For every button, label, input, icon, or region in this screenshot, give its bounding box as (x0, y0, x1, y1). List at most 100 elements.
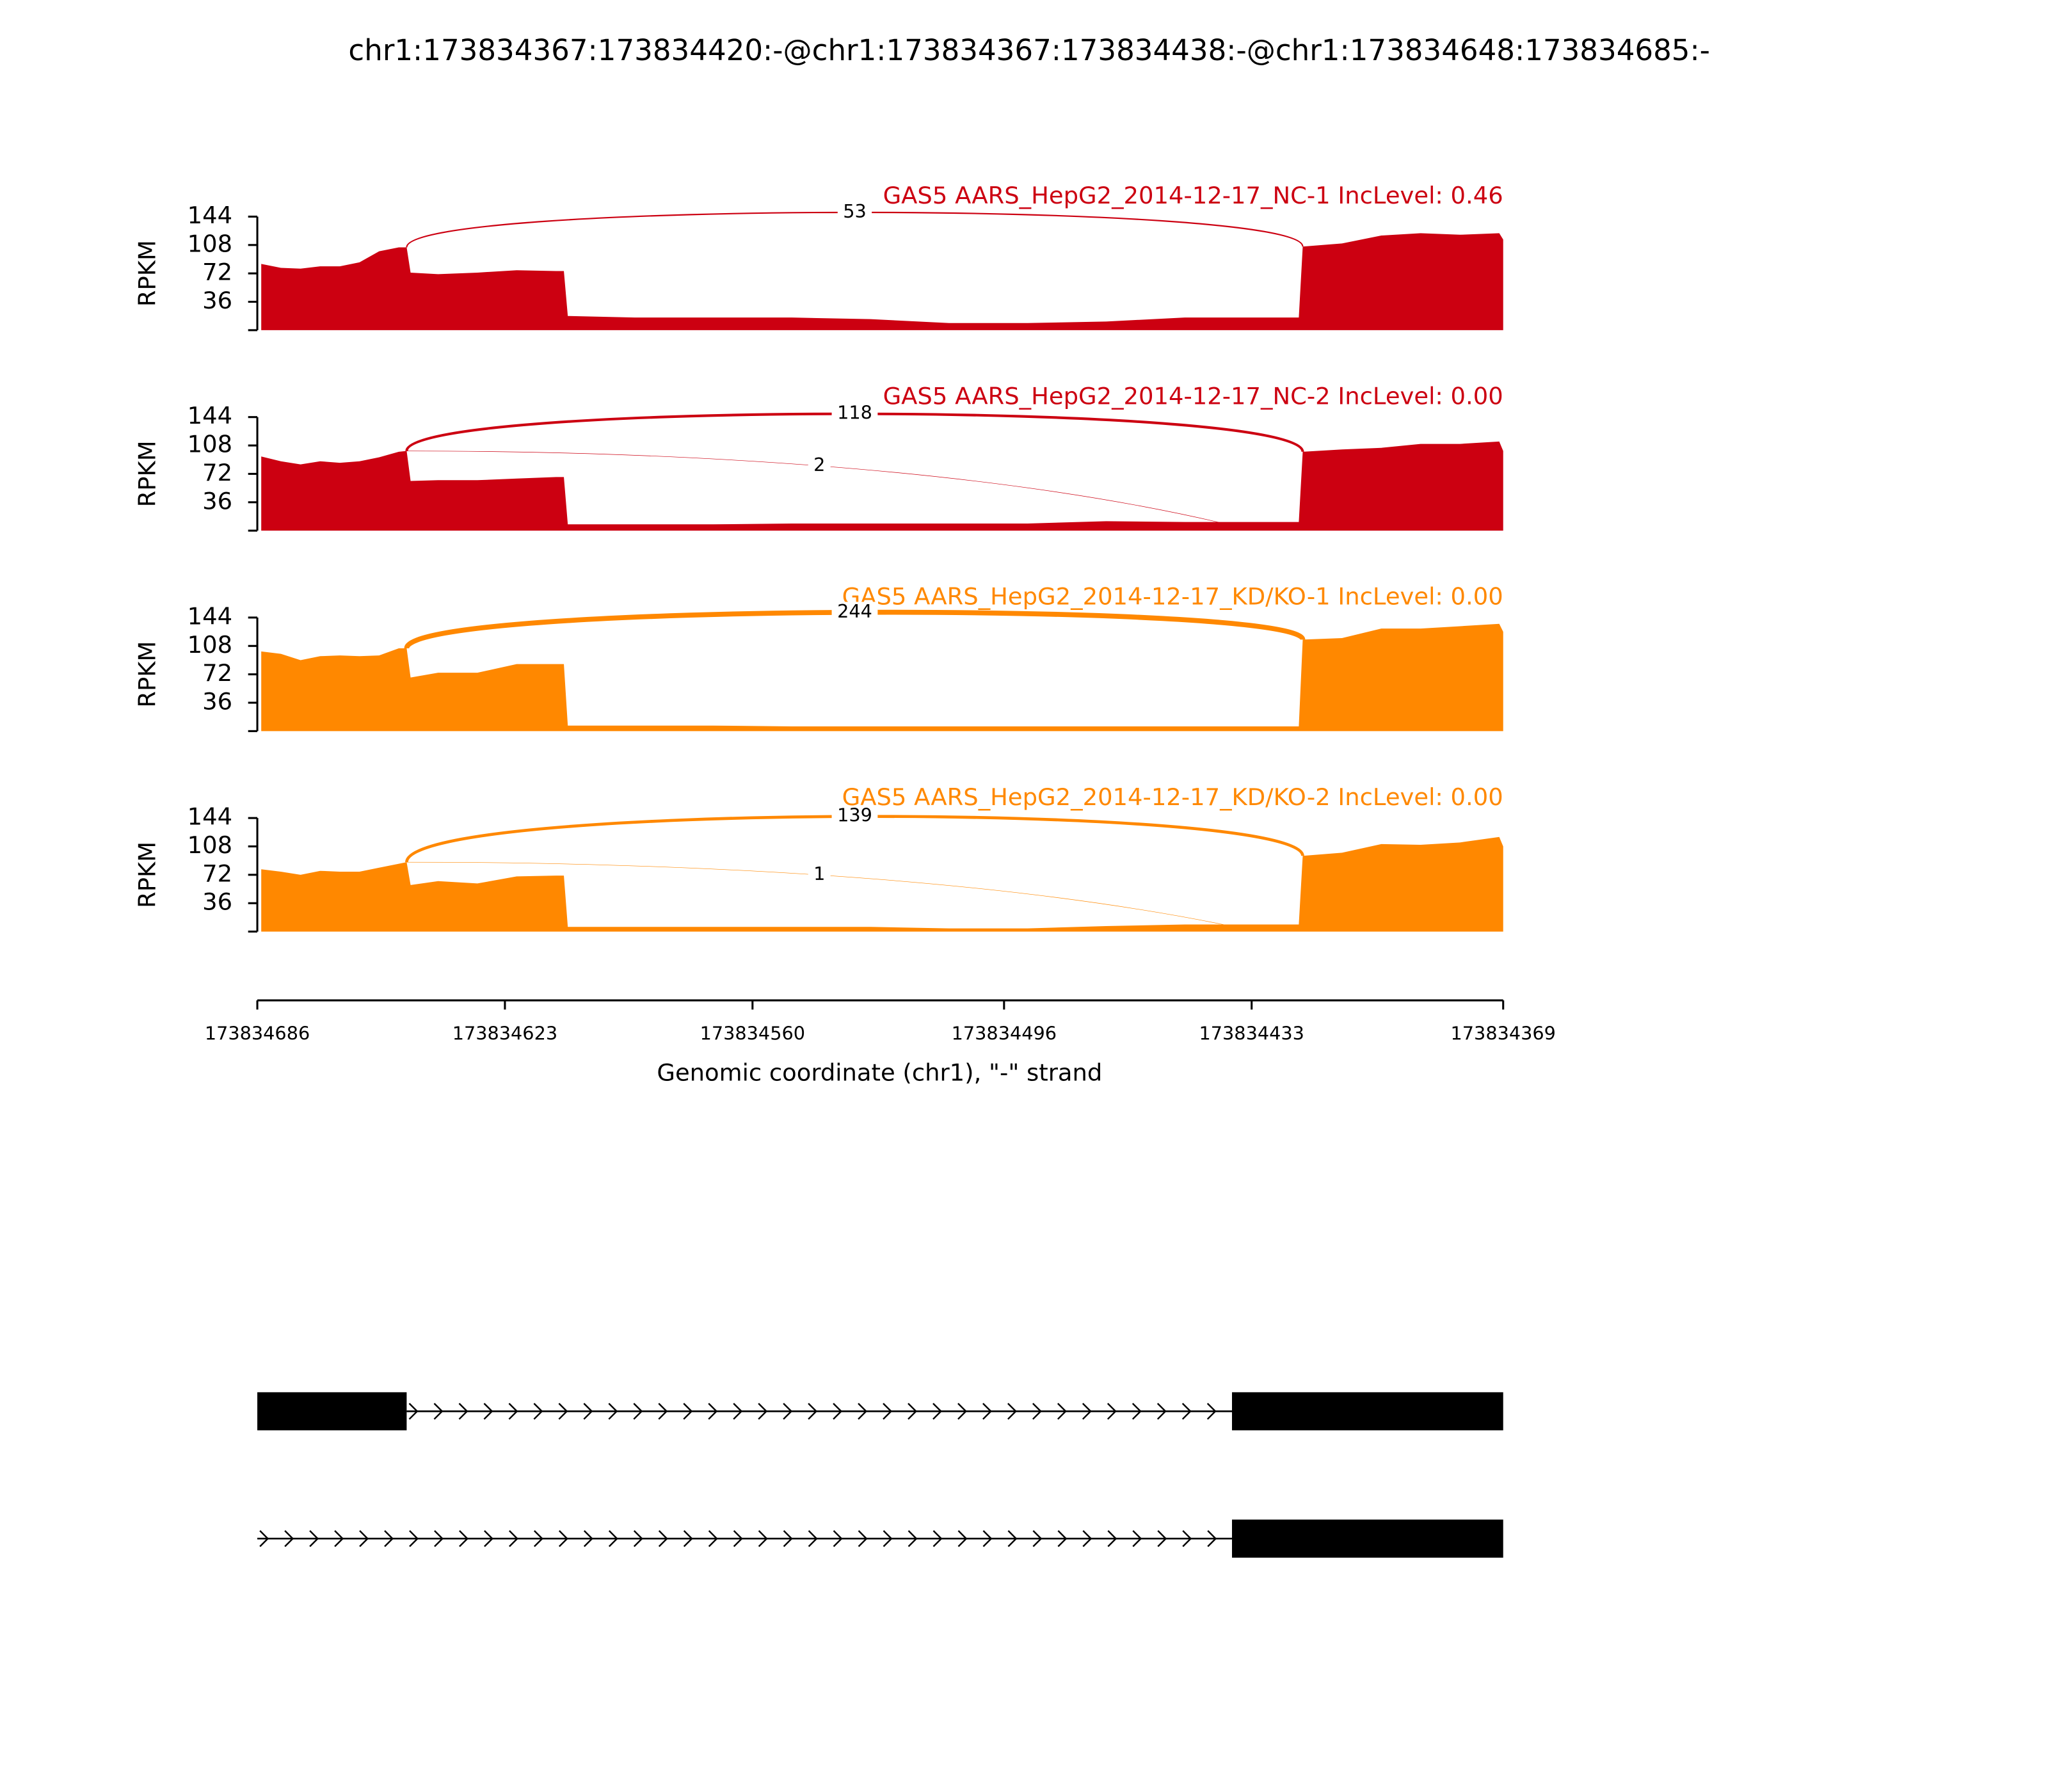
x-tick-label: 173834369 (1451, 1022, 1556, 1044)
intron-chevron (1107, 1530, 1117, 1548)
y-tick-label: 36 (202, 688, 232, 716)
y-tick-label: 72 (202, 860, 232, 887)
panel-label: GAS5 AARS_HepG2_2014-12-17_KD/KO-1 IncLe… (842, 583, 1503, 611)
junction-label-box (831, 403, 878, 425)
intron-chevron (683, 1530, 693, 1548)
junction-label-box (831, 806, 878, 828)
intron-chevron (458, 1402, 468, 1420)
x-tick-label: 173834433 (1199, 1022, 1304, 1044)
intron-chevron (309, 1530, 319, 1548)
intron-chevron (783, 1530, 793, 1548)
intron-chevron (583, 1402, 593, 1420)
intron-chevron (1007, 1402, 1017, 1420)
panel-label: GAS5 AARS_HepG2_2014-12-17_KD/KO-2 IncLe… (842, 783, 1503, 811)
y-tick-label: 108 (188, 431, 232, 458)
x-tick-label: 173834623 (452, 1022, 557, 1044)
intron-chevron (1057, 1530, 1068, 1548)
y-tick-label: 144 (188, 602, 232, 630)
intron-chevron (982, 1402, 992, 1420)
y-tick-label: 72 (202, 259, 232, 286)
y-axis-label: RPKM (133, 842, 161, 908)
intron-chevron (408, 1402, 419, 1420)
intron-chevron (1157, 1530, 1167, 1548)
intron-chevron (359, 1530, 369, 1548)
intron-chevron (957, 1402, 967, 1420)
intron-chevron (534, 1530, 543, 1548)
y-axis-label: RPKM (133, 440, 161, 507)
intron-chevron (633, 1402, 643, 1420)
coverage-area (261, 441, 1503, 531)
intron-chevron (1057, 1402, 1067, 1420)
intron-chevron (932, 1402, 943, 1420)
intron-chevron (608, 1530, 618, 1548)
intron-chevron (1132, 1402, 1142, 1420)
y-tick-label: 108 (188, 631, 232, 659)
intron-chevron (858, 1530, 868, 1548)
panel-label: GAS5 AARS_HepG2_2014-12-17_NC-1 IncLevel… (883, 182, 1503, 209)
intron-chevron (433, 1402, 444, 1420)
coverage-area (261, 233, 1503, 330)
intron-chevron (1207, 1530, 1217, 1548)
coverage-area (261, 623, 1503, 732)
junction-label-box (808, 864, 831, 886)
junction-label: 53 (843, 200, 867, 222)
intron-chevron (708, 1530, 718, 1548)
panel-label: GAS5 AARS_HepG2_2014-12-17_NC-2 IncLevel… (883, 382, 1503, 410)
intron-chevron (459, 1530, 468, 1548)
x-tick-label: 173834496 (952, 1022, 1057, 1044)
intron-chevron (833, 1530, 843, 1548)
intron-chevron (558, 1402, 568, 1420)
intron-chevron (558, 1530, 568, 1548)
intron-chevron (583, 1530, 593, 1548)
intron-chevron (633, 1530, 643, 1548)
intron-chevron (483, 1402, 493, 1420)
intron-chevron (1032, 1402, 1042, 1420)
x-tick-label: 173834560 (700, 1022, 805, 1044)
intron-chevron (259, 1530, 269, 1548)
y-tick-label: 36 (202, 487, 232, 515)
intron-chevron (708, 1402, 718, 1420)
intron-chevron (1181, 1402, 1192, 1420)
intron-chevron (284, 1530, 294, 1548)
intron-chevron (334, 1530, 344, 1548)
y-tick-label: 108 (188, 831, 232, 859)
intron-chevron (1206, 1402, 1217, 1420)
intron-chevron (1107, 1402, 1117, 1420)
intron-chevron (533, 1402, 543, 1420)
intron-chevron (384, 1530, 394, 1548)
y-tick-label: 144 (188, 803, 232, 831)
intron-chevron (508, 1402, 518, 1420)
intron-chevron (658, 1530, 668, 1548)
intron-chevron (484, 1530, 493, 1548)
intron-chevron (1082, 1530, 1092, 1548)
intron-chevron (883, 1530, 893, 1548)
intron-chevron (808, 1402, 818, 1420)
intron-chevron (883, 1402, 893, 1420)
intron-chevron (833, 1402, 843, 1420)
exon (1231, 1392, 1503, 1430)
y-tick-label: 108 (188, 230, 232, 257)
intron-chevron (957, 1530, 968, 1548)
intron-chevron (1156, 1402, 1167, 1420)
intron-chevron (683, 1402, 693, 1420)
y-tick-label: 72 (202, 659, 232, 687)
y-tick-label: 72 (202, 459, 232, 486)
junction-label: 139 (837, 804, 872, 826)
junction-label-box (808, 455, 831, 477)
intron-chevron (758, 1530, 768, 1548)
intron-chevron (434, 1530, 444, 1548)
x-tick-label: 173834686 (205, 1022, 310, 1044)
y-tick-label: 144 (188, 202, 232, 229)
y-tick-label: 36 (202, 888, 232, 916)
intron-chevron (932, 1530, 943, 1548)
exon (257, 1392, 407, 1430)
coverage-area (261, 836, 1503, 932)
intron-chevron (758, 1402, 768, 1420)
y-tick-label: 36 (202, 287, 232, 314)
intron-chevron (608, 1402, 618, 1420)
intron-chevron (509, 1530, 518, 1548)
intron-chevron (1182, 1530, 1192, 1548)
intron-chevron (858, 1402, 868, 1420)
exon (1231, 1519, 1503, 1558)
intron-chevron (808, 1530, 818, 1548)
